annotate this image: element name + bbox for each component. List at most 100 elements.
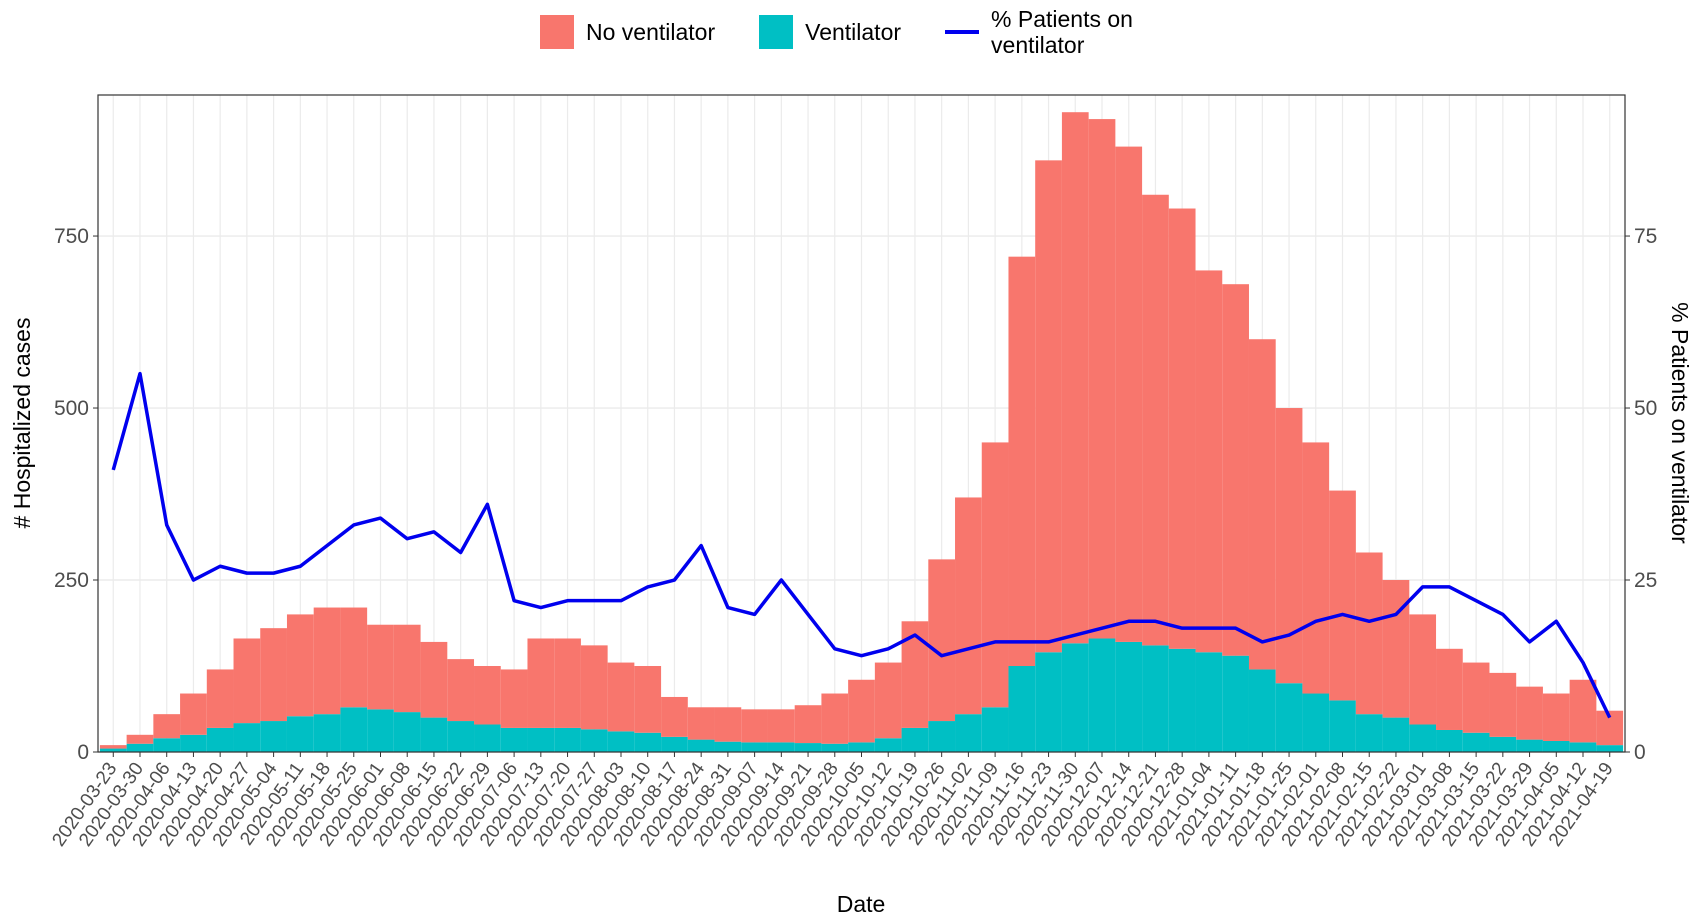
y-tick-label: 250 [54,569,89,592]
legend-label: Ventilator [805,18,902,45]
bar [313,607,341,715]
bar [313,714,341,752]
bar [767,709,795,743]
bar [1035,652,1062,752]
bar [1516,686,1543,740]
legend-key [759,15,794,49]
bar [500,727,528,752]
legend-label: % Patients on ventilator [991,6,1133,58]
bar [1436,648,1463,730]
bar [1542,740,1570,752]
bar [420,641,448,718]
bar [1382,717,1410,752]
bar [634,732,662,752]
bar [393,712,421,752]
bar [794,705,822,744]
bar [153,738,181,752]
bar [580,729,608,752]
bar [1035,160,1062,653]
bar [447,721,475,752]
bar [821,693,849,744]
bar [1008,666,1036,752]
bar [260,628,287,722]
bar [1248,339,1276,670]
bar [206,669,234,728]
bar [1542,693,1570,741]
legend-label: No ventilator [586,18,716,45]
bar [1168,648,1196,752]
bar [1302,442,1330,694]
y2-tick-label: 0 [1634,741,1646,764]
bar [1409,614,1437,725]
bar [1355,552,1383,715]
legend-key [945,30,980,34]
bar [180,693,207,735]
bar [874,738,902,752]
bar [607,662,635,732]
bar [1195,270,1223,653]
bar [741,742,768,752]
bar [1489,672,1517,737]
bar [1462,732,1490,752]
legend-item: % Patients on ventilator [945,6,1171,58]
bar [767,742,795,752]
bar [126,734,154,744]
bar [928,721,956,752]
bar [1382,580,1410,718]
y2-tick-label: 50 [1634,397,1657,420]
bar [981,442,1009,708]
bar [1569,742,1597,752]
legend-item: No ventilator [540,15,715,49]
bar [1436,729,1463,752]
bar [340,607,368,708]
bar [99,748,127,752]
y-tick-label: 750 [54,225,89,248]
bar [180,734,207,752]
bar [794,743,822,752]
bar [928,559,956,722]
bar [901,621,929,728]
bar [1115,641,1143,752]
bar [901,727,929,752]
bar [126,743,154,752]
bar [1061,643,1089,752]
bar [260,721,287,752]
bar [1462,662,1490,733]
bar [153,714,181,739]
bar [848,742,875,752]
y2-axis-title: % Patients on ventilator [1667,302,1693,544]
bar [1195,652,1223,752]
bar [393,624,421,713]
bar [661,696,688,737]
bar [607,731,635,752]
line [111,371,1612,719]
bar [367,624,394,710]
bar [1168,208,1196,649]
bar [206,727,234,752]
bar [848,679,875,743]
bar [1115,146,1143,642]
bar [634,666,662,733]
bar [741,709,768,743]
bar [340,707,368,752]
bar [1329,490,1356,701]
bar [955,497,982,715]
y-tick-label: 0 [77,741,89,764]
y2-tick-label: 25 [1634,569,1657,592]
bar [554,727,581,752]
bar [233,723,261,752]
bar [714,741,742,752]
bar [1248,669,1276,752]
bar [687,707,715,740]
bar [474,724,501,752]
bar [1008,256,1036,667]
bar [1596,745,1624,752]
bar [554,638,581,728]
bar [233,638,261,724]
bar [1409,724,1437,752]
bar [99,745,127,749]
bar [955,714,982,752]
bar [1329,700,1356,752]
